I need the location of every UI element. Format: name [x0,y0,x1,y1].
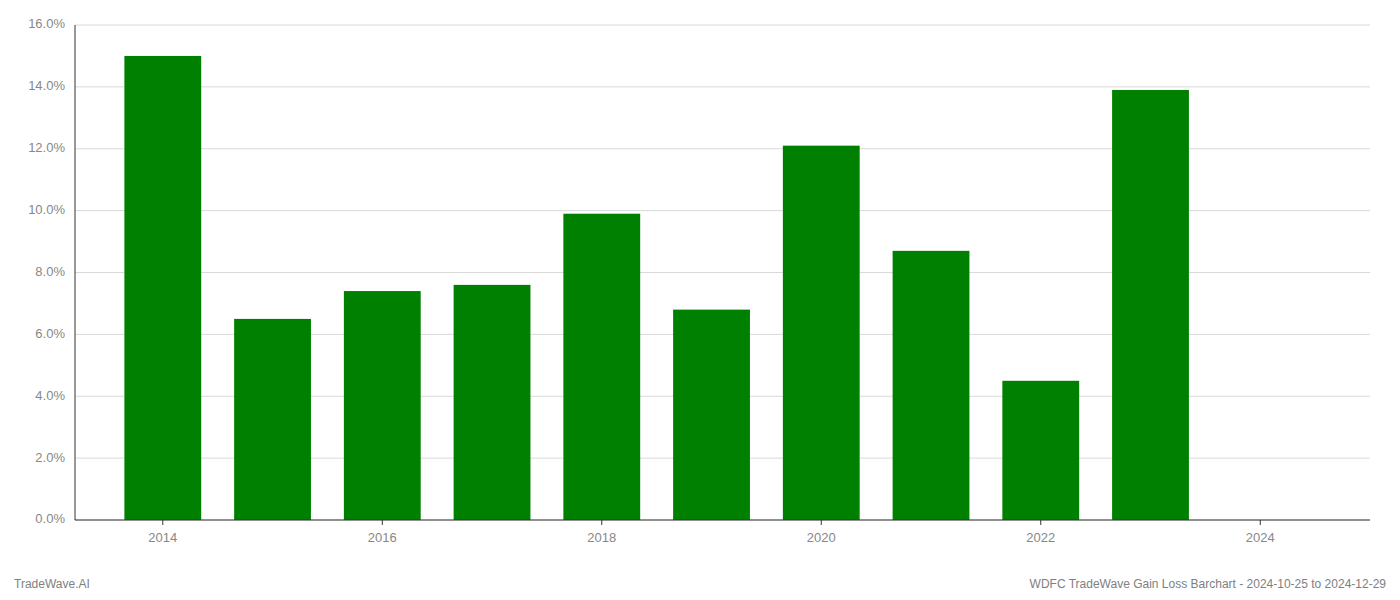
x-tick [821,520,822,525]
y-tick-label: 8.0% [35,264,65,279]
grid-line [75,25,1370,26]
annotation: TradeWave.AI [14,577,90,591]
x-axis-line [75,520,1370,521]
y-tick-label: 2.0% [35,450,65,465]
bar [344,291,421,520]
bar [454,285,531,520]
bar [1112,90,1189,520]
grid-line [75,520,1370,521]
x-tick-label: 2024 [1246,530,1275,545]
bar [673,310,750,520]
y-tick-label: 12.0% [28,140,65,155]
bar [124,56,201,520]
x-tick [1040,520,1041,525]
bar [783,146,860,520]
x-tick-label: 2014 [148,530,177,545]
bar [1002,381,1079,520]
x-tick [162,520,163,525]
x-tick-label: 2022 [1026,530,1055,545]
x-tick-label: 2020 [807,530,836,545]
annotations: TradeWave.AI WDFC TradeWave Gain Loss Bar… [14,577,1386,591]
x-tick [382,520,383,525]
y-tick-label: 0.0% [35,511,65,526]
x-tick [601,520,602,525]
bars [124,56,1189,520]
y-tick-label: 10.0% [28,202,65,217]
y-tick-label: 6.0% [35,326,65,341]
bar [563,214,640,520]
bar [893,251,970,520]
annotation: WDFC TradeWave Gain Loss Barchart - 2024… [1030,577,1387,591]
y-tick-label: 4.0% [35,388,65,403]
bar [234,319,311,520]
x-tick-label: 2016 [368,530,397,545]
y-tick-label: 14.0% [28,78,65,93]
x-tick-label: 2018 [587,530,616,545]
axes [75,25,1370,525]
y-axis-line [75,25,76,520]
grid [75,25,1370,520]
y-tick-labels: 0.0% 2.0% 4.0% 6.0% 8.0% 10.0% 12.0% 14.0% 16.0% [28,16,65,526]
y-tick-label: 16.0% [28,16,65,31]
chart: 0.0% 2.0% 4.0% 6.0% 8.0% 10.0% 12.0% 14.0% 16.0%… [0,0,1400,600]
x-tick-labels: 2014 2016 2018 2020 2022 2024 [148,530,1274,545]
page: {"chart_data": {"type": "bar", "x": [201… [0,0,1400,600]
grid-line [75,86,1370,87]
x-tick [1260,520,1261,525]
